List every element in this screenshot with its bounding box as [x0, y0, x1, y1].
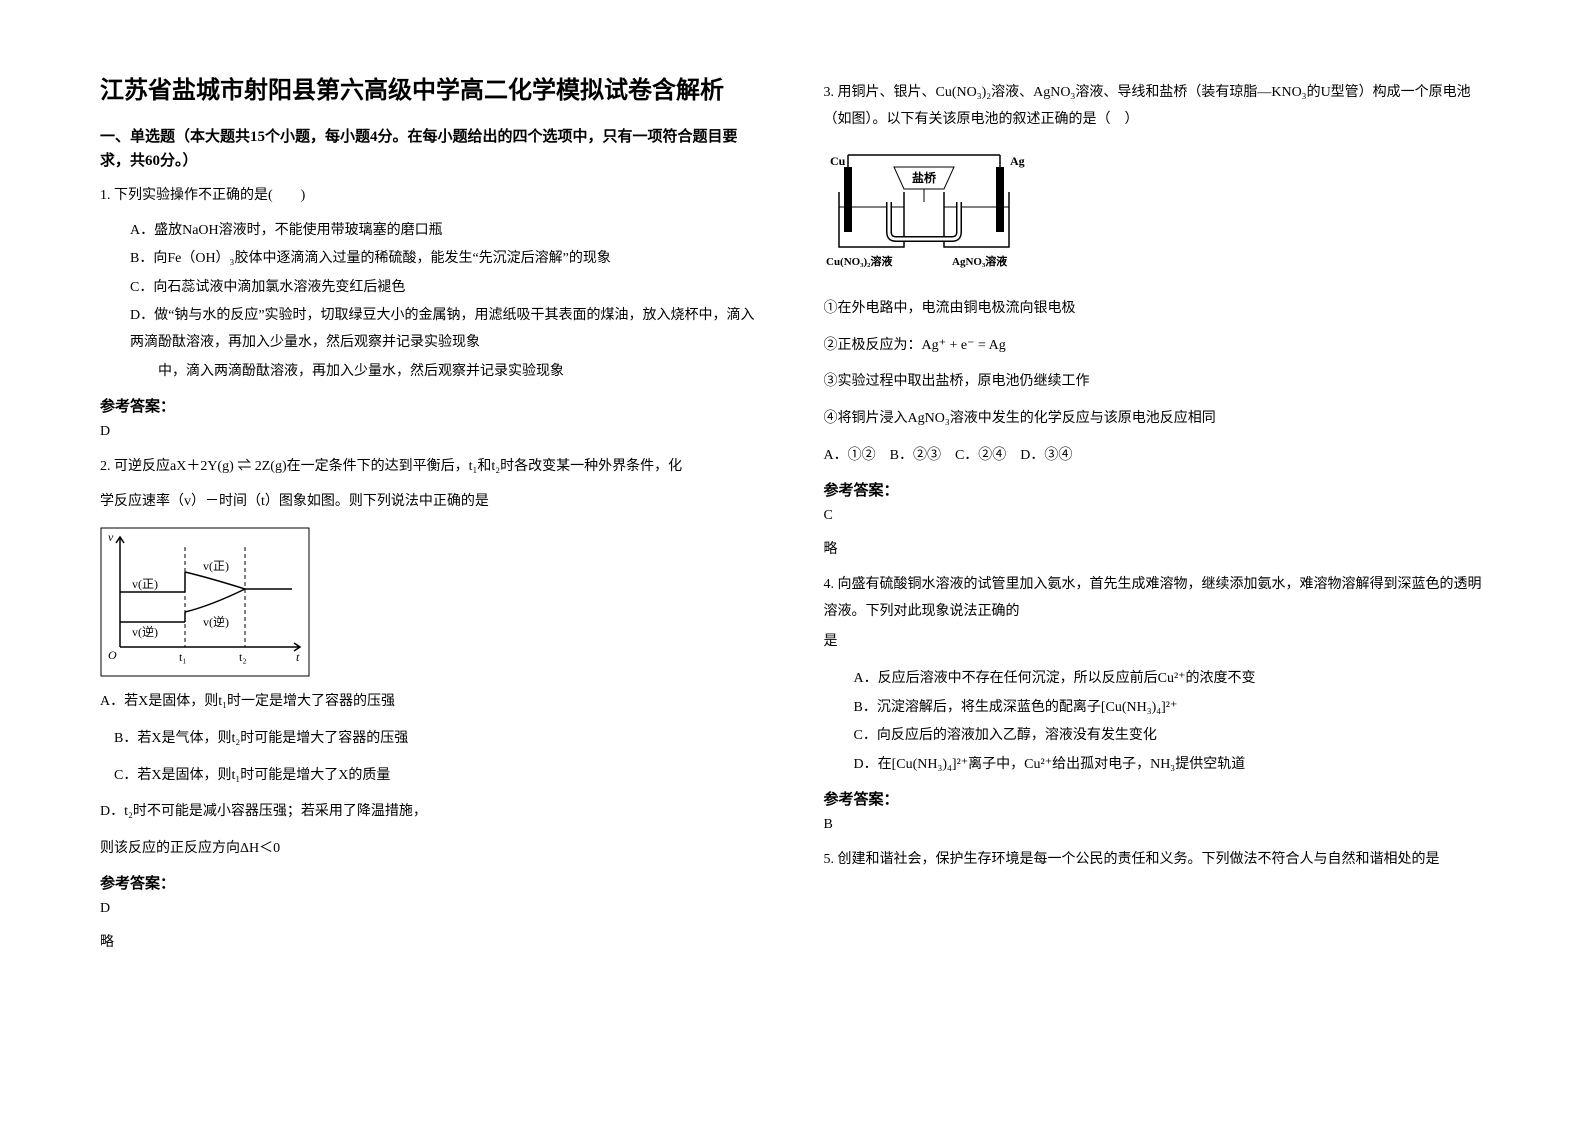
q1-opt-d-cont: 中，滴入两滴酚酞溶液，再加入少量水，然后观察并记录实验现象 [158, 359, 764, 386]
q4-stem2: 是 [824, 629, 1488, 656]
q1-opt-b: B．向Fe（OH）₃胶体中逐滴滴入过量的稀硫酸，能发生“先沉淀后溶解”的现象 [130, 246, 764, 273]
q4-stem: 4. 向盛有硫酸铜水溶液的试管里加入氨水，首先生成难溶物，继续添加氨水，难溶物溶… [824, 572, 1488, 625]
svg-text:盐桥: 盐桥 [912, 170, 937, 185]
q2-stem-a: 2. 可逆反应aX＋2Y(g) ⇌ 2Z(g)在一定条件下的达到平衡后，t₁和t… [100, 454, 764, 481]
q3-choices: A．①② B．②③ C．②④ D．③④ [824, 443, 1488, 470]
q3-omit: 略 [824, 538, 1488, 558]
svg-text:t₁: t₁ [179, 650, 187, 664]
q1-opt-a: A．盛放NaOH溶液时，不能使用带玻璃塞的磨口瓶 [130, 218, 764, 245]
q3-s4: ④将铜片浸入AgNO₃溶液中发生的化学反应与该原电池反应相同 [824, 406, 1488, 433]
answer-label: 参考答案： [100, 395, 764, 416]
svg-text:v: v [108, 530, 114, 544]
answer-label: 参考答案： [100, 872, 764, 893]
q2-opt-a: A．若X是固体，则t₁时一定是增大了容器的压强 [100, 689, 764, 716]
q3-stem: 3. 用铜片、银片、Cu(NO₃)₂溶液、AgNO₃溶液、导线和盐桥（装有琼脂—… [824, 80, 1488, 133]
q2-rate-chart: v Ot t₁ t₂ v(正) v(逆) v(正) v(逆) [100, 527, 764, 677]
q2-opt-d2: 则该反应的正反应方向ΔH＜0 [100, 836, 764, 863]
q1-options: A．盛放NaOH溶液时，不能使用带玻璃塞的磨口瓶 B．向Fe（OH）₃胶体中逐滴… [130, 218, 764, 386]
answer-label: 参考答案： [824, 788, 1488, 809]
q1-answer: D [100, 424, 764, 440]
q3-cell-diagram: 盐桥 Cu Ag Cu(NO₃)₂溶液 AgNO₃溶液 [824, 147, 1488, 282]
svg-text:v(逆): v(逆) [132, 624, 158, 639]
q2-answer: D [100, 901, 764, 917]
section-heading: 一、单选题（本大题共15个小题，每小题4分。在每小题给出的四个选项中，只有一项符… [100, 125, 764, 173]
q3-answer: C [824, 508, 1488, 524]
q3-s2: ②正极反应为：Ag⁺ + e⁻ = Ag [824, 333, 1488, 360]
q2-opt-c: C．若X是固体，则t₁时可能是增大了X的质量 [114, 763, 764, 790]
q4-opt-b: B．沉淀溶解后，将生成深蓝色的配离子[Cu(NH₃)₄]²⁺ [854, 695, 1488, 722]
q4-opt-a: A．反应后溶液中不存在任何沉淀，所以反应前后Cu²⁺的浓度不变 [854, 666, 1488, 693]
q4-answer: B [824, 817, 1488, 833]
svg-text:v(逆): v(逆) [203, 614, 229, 629]
q1-opt-d: D．做“钠与水的反应”实验时，切取绿豆大小的金属钠，用滤纸吸干其表面的煤油，放入… [130, 303, 764, 356]
svg-text:t: t [296, 650, 300, 664]
svg-text:Cu(NO₃)₂溶液: Cu(NO₃)₂溶液 [826, 254, 893, 268]
q3-s1: ①在外电路中，电流由铜电极流向银电极 [824, 296, 1488, 323]
svg-text:v(正): v(正) [132, 577, 158, 591]
answer-label: 参考答案： [824, 479, 1488, 500]
svg-text:O: O [108, 648, 117, 662]
q4-opt-d: D．在[Cu(NH₃)₄]²⁺离子中，Cu²⁺给出孤对电子，NH₃提供空轨道 [854, 752, 1488, 779]
q2-stem-b: 学反应速率（v）－时间（t）图象如图。则下列说法中正确的是 [100, 489, 764, 516]
q4-opt-c: C．向反应后的溶液加入乙醇，溶液没有发生变化 [854, 723, 1488, 750]
q5-stem: 5. 创建和谐社会，保护生存环境是每一个公民的责任和义务。下列做法不符合人与自然… [824, 847, 1488, 874]
q3-s3: ③实验过程中取出盐桥，原电池仍继续工作 [824, 369, 1488, 396]
svg-text:v(正): v(正) [203, 559, 229, 573]
q2-opt-d: D．t₂时不可能是减小容器压强；若采用了降温措施， [100, 799, 764, 826]
svg-text:Ag: Ag [1010, 154, 1025, 168]
q4-options: A．反应后溶液中不存在任何沉淀，所以反应前后Cu²⁺的浓度不变 B．沉淀溶解后，… [854, 666, 1488, 778]
svg-text:t₂: t₂ [239, 650, 247, 664]
q2-opt-b: B．若X是气体，则t₂时可能是增大了容器的压强 [114, 726, 764, 753]
svg-text:Cu: Cu [830, 154, 846, 168]
page-title: 江苏省盐城市射阳县第六高级中学高二化学模拟试卷含解析 [100, 70, 764, 105]
q1-opt-c: C．向石蕊试液中滴加氯水溶液先变红后褪色 [130, 275, 764, 302]
q1-stem: 1. 下列实验操作不正确的是( ) [100, 183, 764, 210]
svg-text:AgNO₃溶液: AgNO₃溶液 [952, 254, 1008, 268]
q2-omit: 略 [100, 931, 764, 951]
